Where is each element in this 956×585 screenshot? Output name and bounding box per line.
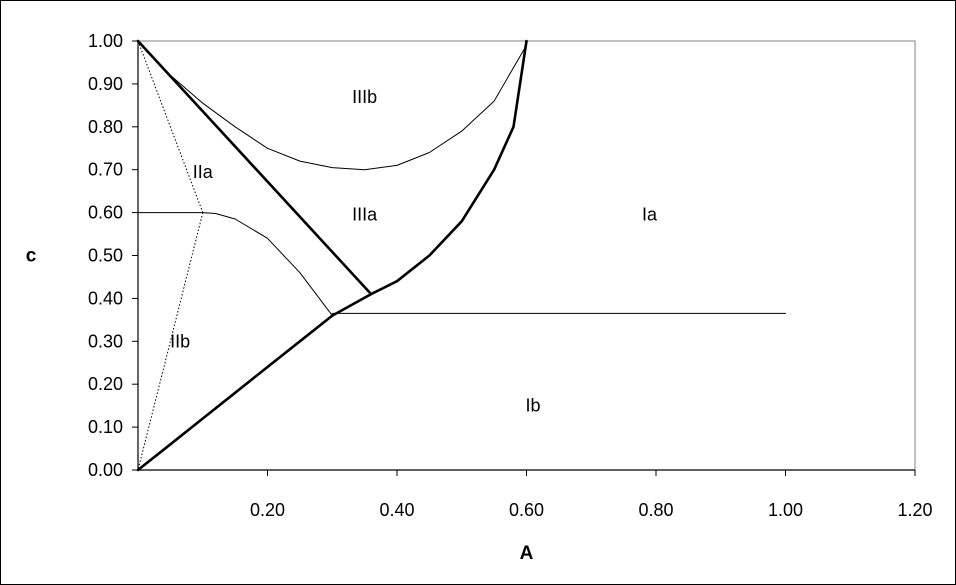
y-tick-label: 0.50 (88, 246, 123, 266)
y-tick-label: 0.00 (88, 460, 123, 480)
series-line-thick (136, 314, 334, 472)
region-label: IIIb (352, 87, 377, 107)
y-tick-label: 1.00 (88, 31, 123, 51)
x-tick-label: 1.00 (768, 500, 803, 520)
y-tick-label: 0.80 (88, 117, 123, 137)
region-label: Ib (525, 396, 540, 416)
x-tick-label: 0.20 (250, 500, 285, 520)
series-line-thick (330, 292, 373, 317)
x-tick-label: 0.60 (509, 500, 544, 520)
series-line-thick (136, 39, 373, 296)
plot-area (137, 40, 916, 471)
series-lines (136, 39, 786, 472)
region-label: IIa (193, 162, 214, 182)
x-axis-title: A (520, 543, 534, 564)
axes: 0.00 0.10 0.20 0.30 0.40 0.50 0.60 0.70 0.80 0.90… (88, 31, 933, 520)
x-tick-label: 1.20 (897, 500, 932, 520)
region-label: Ia (642, 205, 658, 225)
y-tick-label: 0.30 (88, 331, 123, 351)
y-tick-label: 0.40 (88, 288, 123, 308)
y-tick-label: 0.70 (88, 160, 123, 180)
series-line-thick (369, 39, 528, 296)
y-tick-label: 0.20 (88, 374, 123, 394)
series-line-dotted (137, 212, 204, 471)
y-tick-label: 0.60 (88, 203, 123, 223)
series-line-thin (137, 40, 527, 171)
x-tick-label: 0.40 (379, 500, 414, 520)
x-tick-label: 0.80 (638, 500, 673, 520)
series-line-dotted (137, 40, 204, 213)
y-tick-label: 0.10 (88, 417, 123, 437)
region-labels: IIIb IIa IIIa Ia IIb Ib (170, 87, 658, 416)
y-tick-label: 0.90 (88, 74, 123, 94)
region-label: IIIa (352, 205, 378, 225)
region-label: IIb (170, 331, 190, 351)
y-axis-title: c (26, 246, 37, 267)
